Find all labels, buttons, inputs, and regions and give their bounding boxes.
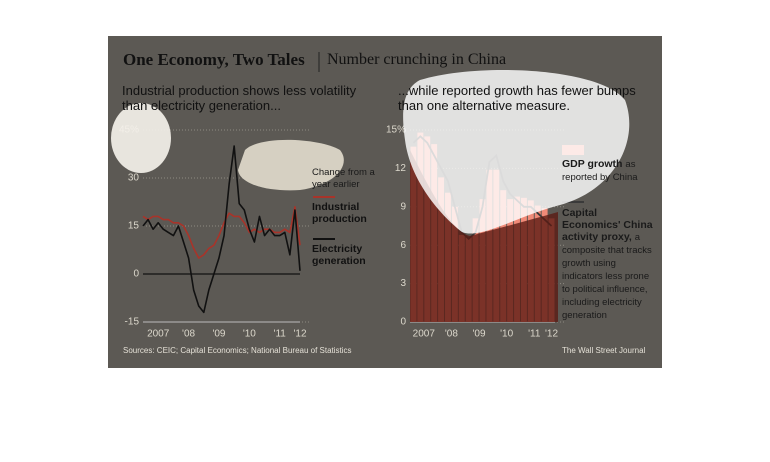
y-tick-label: 12 <box>395 163 407 174</box>
y-tick-label: 30 <box>128 173 140 184</box>
legend-name: Capital Economics' China activity proxy, <box>562 207 653 243</box>
x-tick-label: '09 <box>473 329 486 340</box>
legend-name: GDP growth <box>562 158 623 170</box>
bar <box>410 146 417 322</box>
y-tick-label: -15 <box>125 317 140 328</box>
x-tick-label: '10 <box>243 329 256 340</box>
bar <box>527 200 534 322</box>
title: One Economy, Two Tales <box>123 50 305 69</box>
x-tick-label: '11 <box>528 329 541 340</box>
legend-entry: Electricity generation <box>312 243 366 267</box>
bar <box>465 237 472 322</box>
y-tick-label: 15 <box>128 221 140 232</box>
y-tick-label: 45% <box>119 125 139 136</box>
annotation: Change from a year earlier <box>312 167 375 190</box>
y-tick-label: 0 <box>133 269 139 280</box>
subtitle: Number crunching in China <box>327 51 507 68</box>
source: Sources: CEIC; Capital Economics; Nation… <box>123 346 352 355</box>
legend-description: a composite that tracks growth using ind… <box>562 232 652 321</box>
x-tick-label: '11 <box>274 329 287 340</box>
bar <box>438 177 445 322</box>
legend-entry: Capital Economics' China activity proxy,… <box>562 207 654 322</box>
chart-subtitle: ...while reported growth has fewer bumps… <box>398 83 636 113</box>
bar <box>534 205 541 322</box>
x-tick-label: 2007 <box>413 329 436 340</box>
x-tick-label: '09 <box>212 329 225 340</box>
bar <box>417 132 424 322</box>
bar <box>514 196 520 322</box>
bar <box>520 197 527 322</box>
bar <box>507 199 514 322</box>
chart-subtitle: Industrial production shows less volatil… <box>122 83 357 113</box>
bar <box>541 208 548 322</box>
legend-entry: Industrial production <box>312 201 367 225</box>
x-tick-label: '08 <box>182 329 195 340</box>
credit: The Wall Street Journal <box>562 346 646 355</box>
y-tick-label: 3 <box>400 278 406 289</box>
bar <box>458 234 465 322</box>
y-tick-label: 0 <box>400 317 406 328</box>
bar <box>486 169 493 322</box>
bar <box>424 136 431 322</box>
series-line <box>142 206 301 259</box>
y-tick-label: 6 <box>400 240 406 251</box>
series-line <box>142 145 301 314</box>
legend-description: as reported by China <box>562 159 638 183</box>
x-tick-label: 2007 <box>147 329 170 340</box>
y-tick-label: 15% <box>386 125 406 136</box>
bar <box>548 218 555 322</box>
x-tick-label: '12 <box>545 329 558 340</box>
bar <box>500 190 507 322</box>
x-tick-label: '10 <box>500 329 513 340</box>
legend-swatch <box>562 145 584 155</box>
x-tick-label: '08 <box>445 329 458 340</box>
x-tick-label: '12 <box>293 329 306 340</box>
bar <box>451 206 458 322</box>
bar <box>493 169 500 322</box>
bar <box>445 192 451 322</box>
y-tick-label: 9 <box>400 201 406 212</box>
legend-entry: GDP growth as reported by China <box>562 158 654 184</box>
bar <box>431 144 438 322</box>
